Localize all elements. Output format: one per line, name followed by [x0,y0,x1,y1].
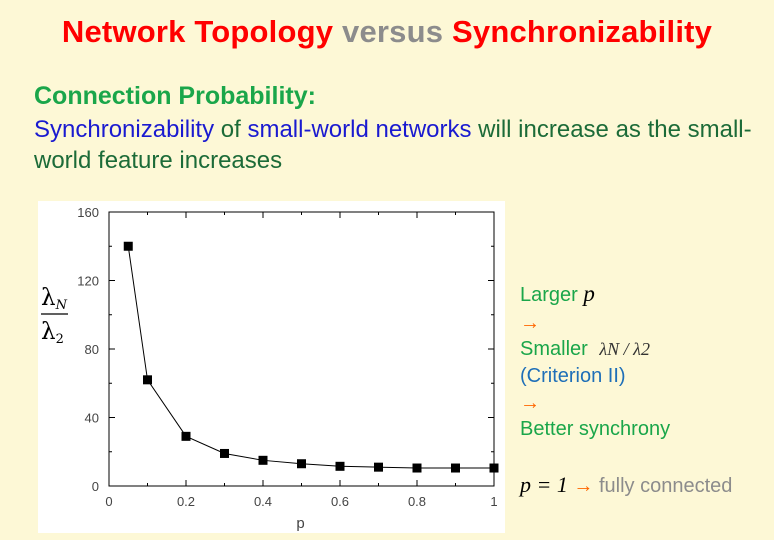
subheading: Connection Probability: [34,82,316,110]
larger-label: Larger [520,284,578,306]
fully-connected-label: fully connected [598,475,733,497]
chart-panel: 0 0.2 0.4 0.6 0.8 1 0 40 80 120 160 p λN λ2 [38,201,505,533]
x-axis-label: p [296,515,304,532]
y-tick-label: 0 [92,479,99,494]
y-tick-label: 40 [85,411,99,426]
data-point [123,241,133,251]
data-point [297,459,306,469]
data-point [220,448,229,458]
better-synchrony-label: Better synchrony [520,418,671,440]
x-tick-label: 0.2 [177,494,195,509]
title-part-2: versus [342,14,444,49]
x-tick-label: 0.8 [408,494,426,509]
y-axis-label-denominator: λ2 [41,319,64,347]
criterion-label: (Criterion II) [520,365,626,387]
chart: 0 0.2 0.4 0.6 0.8 1 0 40 80 120 160 p λN λ2 [41,205,499,532]
data-point [489,463,499,473]
plot-frame [108,211,495,487]
data-point [374,462,383,472]
data-point [335,461,345,471]
description: Synchronizability of small-world network… [34,114,754,176]
ratio-symbol: λN / λ2 [599,339,650,359]
data-point [451,463,460,473]
smaller-label: Smaller [520,338,588,360]
p-symbol: p [583,281,595,306]
title-part-3: Synchronizability [452,14,713,49]
arrow-3: → [573,475,594,497]
title-part-1: Network Topology [61,14,334,49]
data-point [412,463,422,473]
p-equals-one: p = 1 [520,472,568,497]
desc-text-2: will increase as the small-world feature… [34,116,752,174]
x-tick-label: 0.4 [254,494,272,509]
arrow-2: → [520,392,540,414]
desc-term-synchronizability: Synchronizability [34,116,215,143]
y-tick-label: 120 [77,274,99,289]
fully-connected-line: p = 1 → fully connected [520,472,732,499]
data-point [258,455,268,465]
y-axis-label-numerator: λN [41,285,68,313]
x-tick-label: 0 [105,494,112,509]
arrow-1: → [520,312,540,334]
smaller-line: Smaller λN / λ2 [520,336,650,362]
desc-term-small-world: small-world networks [247,116,472,143]
desc-text-1: of [214,116,248,143]
slide-title: Network Topology versus Synchronizabilit… [0,14,774,50]
data-point [143,375,152,385]
data-point [181,431,191,441]
y-tick-label: 160 [77,205,99,220]
x-tick-label: 1 [490,494,497,509]
x-tick-label: 0.6 [331,494,349,509]
larger-p-line: Larger p [520,281,595,308]
y-tick-label: 80 [85,342,99,357]
